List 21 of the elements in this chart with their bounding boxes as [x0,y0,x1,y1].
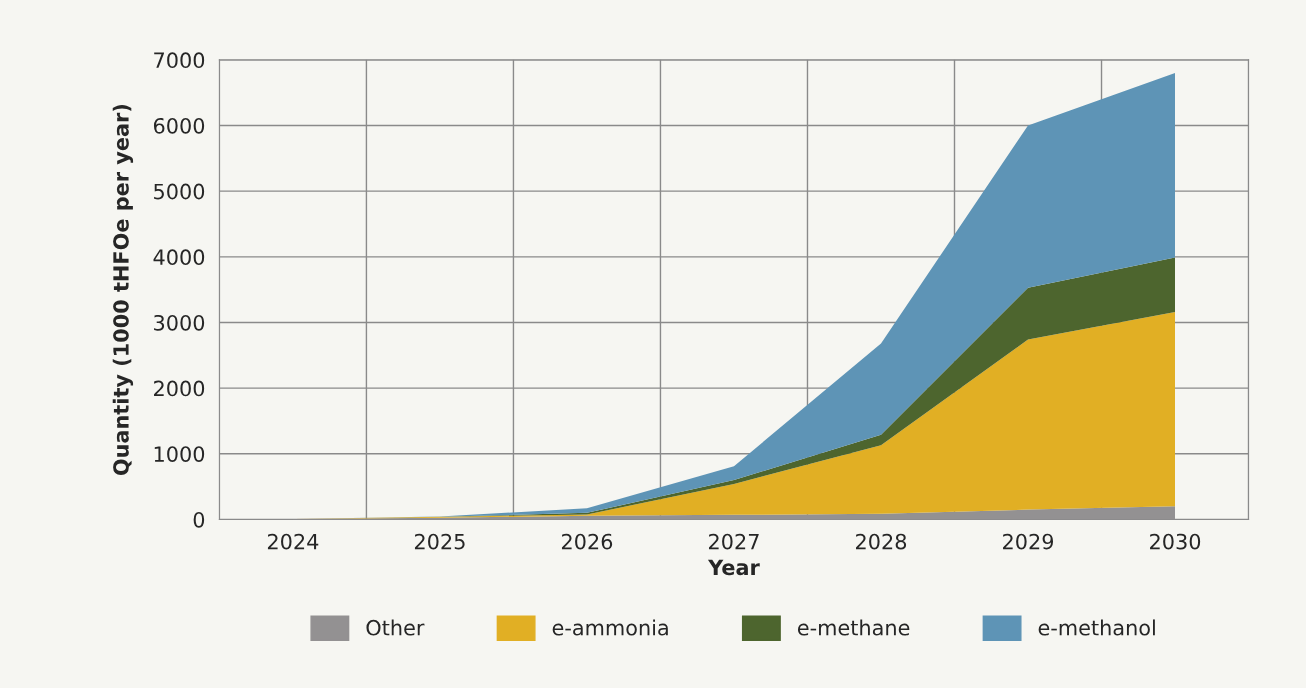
y-tick-label: 2000 [154,380,205,397]
x-tick-label: 2024 [267,533,319,550]
x-tick-label: 2030 [1150,533,1201,550]
legend-label: e-ammonia [552,619,668,636]
x-axis-title: Year [707,559,760,576]
x-tick-label: 2025 [414,533,465,550]
x-tick-label: 2027 [708,533,759,550]
y-tick-label: 3000 [154,314,205,331]
y-tick-label: 7000 [154,52,205,69]
x-tick-label: 2028 [856,533,907,550]
x-tick-label: 2026 [561,533,613,550]
y-tick-label: 0 [193,511,205,528]
y-tick-label: 5000 [154,183,205,200]
legend-label: e-methanol [1038,619,1155,636]
legend-label: e-methane [797,619,910,636]
legend-label: Other [366,619,425,636]
x-tick-label: 2029 [1003,533,1054,550]
y-tick-label: 6000 [153,117,205,134]
y-tick-label: 1000 [154,446,205,462]
y-axis-title: Quantity (1000 tHFOe per year) [112,104,134,476]
y-tick-label: 4000 [153,249,205,266]
